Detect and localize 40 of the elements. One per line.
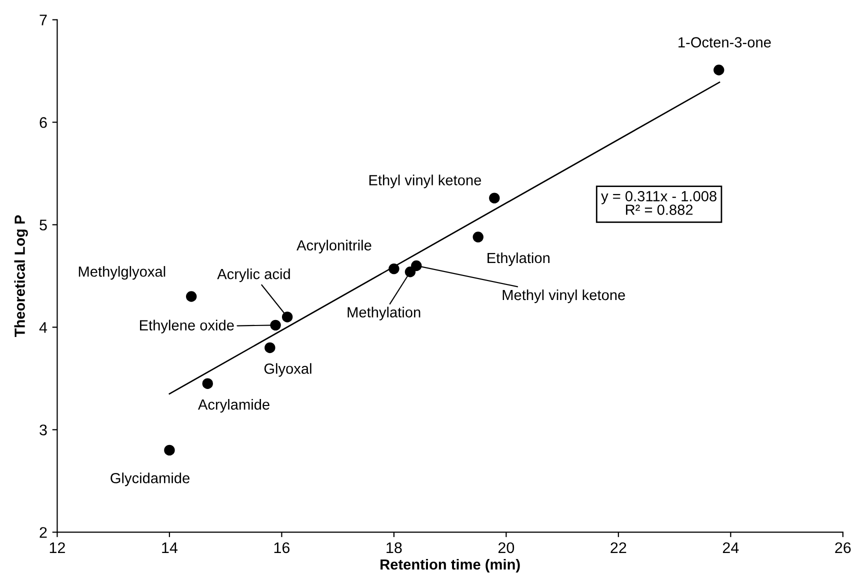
annotation: Ethylene oxide [140, 320, 234, 334]
x-tick-label: 16 [274, 542, 290, 554]
annotation: 1-Octen-3-one [678, 37, 771, 48]
y-axis-title: Theoretical Log P [14, 215, 28, 337]
x-tick-label: 26 [835, 542, 851, 554]
point [186, 291, 197, 302]
x-tick-label: 24 [722, 542, 739, 553]
point [489, 192, 500, 204]
annotation: Ethyl vinyl ketone [369, 174, 482, 188]
y-tick-label: 4 [39, 322, 48, 333]
y-tick-label: 5 [40, 220, 47, 230]
point [411, 260, 422, 272]
annotation: Acrylonitrile [296, 240, 372, 254]
x-tick-label: 22 [610, 542, 626, 553]
point [714, 64, 724, 76]
x-tick-label: 12 [50, 542, 65, 553]
annotation: Glyoxal [264, 363, 312, 377]
annotation: Glycidamide [110, 472, 190, 486]
annotation: Ethylation [488, 252, 550, 266]
point [164, 444, 175, 456]
point [202, 378, 213, 389]
point [282, 312, 293, 322]
x-tick-label: 20 [498, 542, 514, 554]
y-tick-label: 3 [40, 424, 47, 436]
annotation: Methylglyoxal [78, 266, 166, 280]
point [388, 263, 400, 274]
x-axis-title: Retention time (min) [380, 558, 520, 573]
x-tick-label: 14 [162, 542, 178, 553]
point [270, 320, 281, 331]
y-tick-label: 7 [40, 14, 47, 26]
annotation: Acrylic acid [217, 268, 290, 282]
y-tick-label: 6 [40, 117, 47, 128]
y-tick-label: 2 [40, 527, 47, 538]
annotation: Acrylamide [198, 399, 270, 413]
annotation: y = 0.311x - 1.008 R² = 0.882 [601, 191, 716, 215]
point [264, 342, 276, 354]
x-tick-label: 18 [386, 542, 402, 554]
point [472, 232, 484, 242]
annotation: Methylation [348, 306, 420, 320]
annotation: Methyl vinyl ketone [502, 289, 625, 304]
